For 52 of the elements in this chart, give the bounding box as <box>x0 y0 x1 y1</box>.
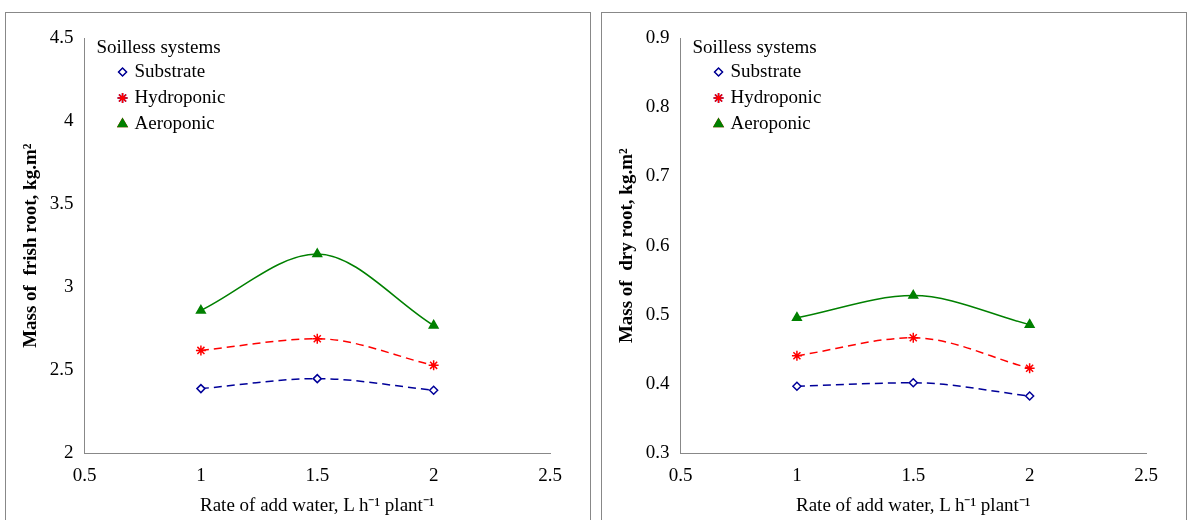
point <box>428 319 439 329</box>
y-tick-label: 2 <box>64 441 74 463</box>
y-tick-label: 3 <box>64 275 74 297</box>
point <box>311 333 324 345</box>
y-tick-label: 2.5 <box>49 358 74 380</box>
x-tick-label: 1.5 <box>305 463 330 485</box>
point <box>1024 318 1035 328</box>
point <box>312 373 323 384</box>
legend-title: Soilless systems <box>96 35 221 57</box>
legend-label: Aeroponic <box>730 111 811 133</box>
x-tick-label: 2 <box>428 463 439 485</box>
legend-label: Substrate <box>134 59 206 81</box>
x-tick-label: 2.5 <box>1134 463 1158 485</box>
point <box>791 311 802 321</box>
legend-title: Soilless systems <box>692 35 817 57</box>
point <box>312 248 323 258</box>
point <box>195 304 206 314</box>
y-tick-label: 0.6 <box>645 233 670 255</box>
x-tick-label: 1 <box>196 463 206 485</box>
y-tick-label: 4.5 <box>49 25 74 47</box>
point <box>427 359 440 372</box>
x-tick-label: 0.5 <box>668 463 693 485</box>
point <box>195 344 207 357</box>
point <box>1023 362 1036 374</box>
x-tick-label: 1 <box>792 463 802 485</box>
point <box>907 332 920 344</box>
y-tick-label: 0.3 <box>645 441 670 463</box>
x-axis-title: Rate of add water, L h⁻¹ plant⁻¹ <box>796 493 1031 515</box>
legend-label: Substrate <box>730 59 802 81</box>
legend-label: Aeroponic <box>134 111 215 133</box>
y-tick-label: 0.8 <box>645 95 670 117</box>
legend-label: Hydroponic <box>134 85 226 107</box>
x-tick-label: 2 <box>1024 463 1035 485</box>
point <box>1024 391 1035 401</box>
y-tick-label: 0.4 <box>645 372 671 394</box>
point <box>791 350 803 362</box>
y-tick-label: 0.7 <box>645 164 670 186</box>
point <box>792 381 802 391</box>
y-tick-label: 4 <box>64 109 75 131</box>
y-axis-title: Mass of frish root, kg.m² <box>19 143 41 348</box>
point <box>908 378 919 388</box>
x-axis-title: Rate of add water, L h⁻¹ plant⁻¹ <box>200 493 435 515</box>
point <box>196 383 206 394</box>
y-tick-label: 3.5 <box>49 192 74 214</box>
x-tick-label: 1.5 <box>901 463 926 485</box>
point <box>428 385 439 396</box>
legend-label: Hydroponic <box>730 85 822 107</box>
y-tick-label: 0.9 <box>645 25 670 47</box>
point <box>908 289 919 299</box>
y-tick-label: 0.5 <box>645 302 670 324</box>
y-axis-title: Mass of dry root, kg.m² <box>615 148 637 344</box>
x-tick-label: 2.5 <box>538 463 562 485</box>
